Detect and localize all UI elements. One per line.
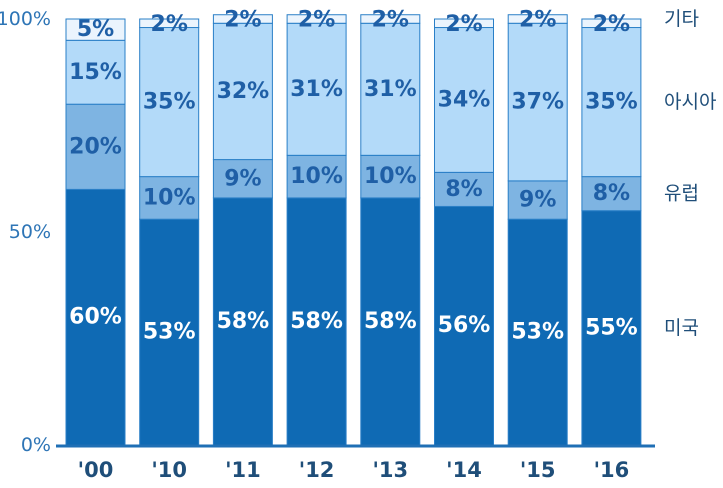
data-label: 58% — [217, 309, 270, 334]
y-axis: 100% 50% 0% — [0, 8, 51, 456]
bar-segment — [139, 218, 200, 446]
bar-segment — [581, 27, 642, 178]
bar-segment — [360, 197, 421, 446]
data-label: 10% — [290, 164, 343, 189]
data-label: 2% — [298, 8, 335, 33]
data-label: 8% — [593, 181, 630, 206]
bar-segment — [507, 180, 568, 220]
bar-segment — [286, 197, 347, 446]
bar-segment — [212, 22, 273, 161]
bar-segment — [507, 218, 568, 446]
bar-segment — [581, 176, 642, 212]
legend-label: 유럽 — [664, 183, 699, 205]
x-tick-label: '00 — [78, 458, 114, 482]
legend: 미국 유럽 아시아 기타 — [664, 8, 716, 339]
bar-segment — [434, 171, 494, 207]
x-tick-label: '12 — [299, 458, 335, 482]
data-label: 60% — [69, 305, 122, 330]
bar-segment — [286, 14, 347, 24]
legend-label: 기타 — [664, 8, 699, 30]
bar-segment — [434, 18, 494, 29]
bar-segment — [139, 176, 200, 220]
bar-segment — [507, 22, 568, 182]
bar-segment — [65, 103, 126, 190]
data-label: 35% — [143, 90, 196, 115]
x-tick-label: '15 — [520, 458, 556, 482]
data-label: 2% — [224, 8, 261, 33]
bar-segment — [139, 18, 200, 29]
bar-segment — [360, 22, 421, 156]
y-tick-label: 100% — [0, 8, 51, 30]
data-label: 53% — [511, 320, 564, 345]
x-tick-label: '10 — [151, 458, 187, 482]
x-tick-label: '16 — [594, 458, 630, 482]
bar-segment — [65, 18, 126, 41]
y-tick-label: 50% — [9, 221, 51, 243]
legend-label: 미국 — [664, 317, 699, 339]
bar-segment — [581, 18, 642, 29]
data-label: 10% — [143, 185, 196, 210]
bar-segment — [212, 197, 273, 446]
bar-segment — [507, 14, 568, 24]
bar-segment — [212, 14, 273, 24]
data-label: 37% — [511, 90, 564, 115]
legend-label: 아시아 — [664, 91, 716, 113]
data-label: 58% — [290, 309, 343, 334]
data-label: 31% — [364, 77, 417, 102]
data-label: 34% — [438, 87, 491, 112]
bars — [65, 14, 642, 446]
data-label: 9% — [224, 166, 261, 191]
bar-segment — [286, 22, 347, 156]
x-axis: '00 '10 '11 '12 '13 '14 '15 '16 — [78, 458, 630, 482]
bar-segment — [434, 27, 494, 173]
x-tick-label: '13 — [372, 458, 408, 482]
data-label: 58% — [364, 309, 417, 334]
data-label: 56% — [438, 313, 491, 338]
data-label: 32% — [217, 79, 270, 104]
data-label: 20% — [69, 134, 122, 159]
data-label: 15% — [69, 60, 122, 85]
data-label: 35% — [585, 90, 638, 115]
bar-segment — [581, 210, 642, 446]
data-label: 2% — [372, 8, 409, 33]
bar-segment — [65, 188, 126, 446]
data-label: 55% — [585, 315, 638, 340]
data-label: 9% — [519, 188, 556, 213]
value-labels: 60% 20% 15% 5% 53% 10% 35% 2% 58% 9% 32% 2% 58% 10% 31… — [69, 8, 638, 345]
data-label: 10% — [364, 164, 417, 189]
data-label: 5% — [77, 17, 114, 42]
x-tick-label: '11 — [225, 458, 261, 482]
data-label: 2% — [151, 12, 188, 37]
bar-segment — [139, 27, 200, 178]
data-label: 8% — [445, 177, 482, 202]
data-label: 2% — [445, 12, 482, 37]
data-label: 53% — [143, 320, 196, 345]
bar-segment — [360, 14, 421, 24]
y-tick-label: 0% — [21, 434, 51, 456]
data-label: 2% — [519, 8, 556, 33]
bar-segment — [286, 154, 347, 199]
data-label: 2% — [593, 12, 630, 37]
bar-segment — [434, 205, 494, 446]
data-label: 31% — [290, 77, 343, 102]
x-tick-label: '14 — [446, 458, 482, 482]
